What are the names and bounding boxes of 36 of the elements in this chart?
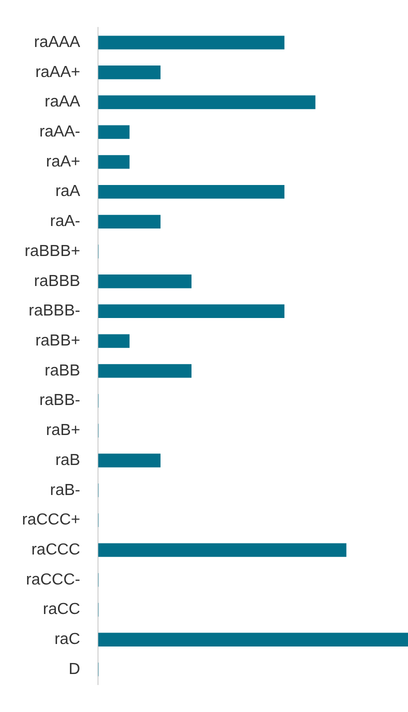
bar <box>98 36 284 50</box>
y-tick-label: raB <box>55 452 80 469</box>
y-tick-label: raAAA <box>34 34 81 51</box>
y-tick-label: raCC <box>42 601 80 618</box>
y-tick-label: raBB+ <box>35 332 80 350</box>
y-tick-label: raA <box>55 183 81 200</box>
bar <box>98 155 130 169</box>
bar <box>98 274 192 288</box>
bar <box>98 66 161 80</box>
y-tick-label: raB+ <box>46 422 80 440</box>
y-tick-label: raA+ <box>46 153 80 170</box>
y-tick-label: raBBB- <box>28 302 80 320</box>
y-tick-label: raBBB+ <box>24 242 80 260</box>
bar <box>98 304 284 318</box>
bar <box>98 454 161 468</box>
y-tick-label: raBBB <box>34 272 80 290</box>
bar <box>98 632 408 646</box>
y-tick-label: D <box>68 660 80 678</box>
y-tick-label: raCCC+ <box>22 512 80 529</box>
y-tick-label: raCCC- <box>26 571 80 588</box>
bar <box>98 95 316 110</box>
y-tick-label: raBB- <box>39 392 80 410</box>
y-tick-label: raC <box>54 631 80 648</box>
y-tick-label: raCCC <box>31 541 80 558</box>
bar <box>98 125 130 139</box>
y-tick-label: raB- <box>50 482 80 499</box>
y-tick-label: raAA- <box>39 123 80 140</box>
y-tick-label: raBB <box>44 362 80 380</box>
bar <box>98 334 130 348</box>
bar <box>98 543 346 557</box>
y-tick-label: raA- <box>50 213 80 230</box>
bar <box>98 364 192 378</box>
y-tick-label: raAA+ <box>35 64 80 81</box>
bar <box>98 214 161 228</box>
bar <box>98 184 284 199</box>
y-tick-label: raAA <box>44 94 81 111</box>
